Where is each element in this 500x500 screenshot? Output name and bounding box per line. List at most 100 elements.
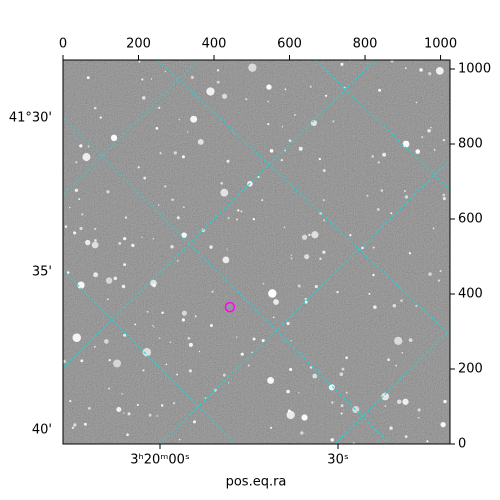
star [390, 212, 393, 215]
y-tick-label: 0 [458, 437, 466, 452]
star [439, 269, 442, 272]
star [272, 316, 275, 319]
stars [63, 60, 447, 444]
star [164, 70, 167, 73]
x-tick-label: 1000 [424, 37, 457, 52]
star [426, 440, 429, 443]
star [188, 369, 193, 373]
star [345, 391, 348, 394]
star [435, 66, 444, 75]
star [216, 69, 220, 72]
star [187, 131, 189, 133]
star [108, 358, 111, 362]
star [240, 210, 243, 213]
star [160, 404, 164, 407]
star [402, 140, 410, 148]
star [165, 363, 168, 366]
star [301, 414, 308, 421]
star [384, 405, 387, 407]
star [176, 259, 179, 262]
star [252, 217, 256, 221]
star [261, 199, 264, 202]
star [288, 139, 292, 143]
star [372, 273, 375, 277]
star [79, 144, 83, 148]
coordinate-grid [63, 60, 450, 444]
star [304, 297, 307, 301]
star [268, 289, 277, 298]
star [66, 271, 70, 274]
star [248, 63, 257, 72]
star [150, 78, 153, 80]
star [240, 352, 244, 356]
star [113, 359, 122, 368]
y-tick-label: 200 [458, 362, 483, 377]
grid-line [314, 60, 450, 191]
star [404, 195, 409, 199]
star [198, 350, 200, 353]
grid-line [63, 60, 199, 196]
star [190, 115, 198, 123]
star [181, 310, 187, 316]
star [428, 72, 432, 76]
star [146, 310, 149, 313]
star [331, 401, 334, 404]
star [419, 68, 423, 72]
star [161, 311, 164, 314]
star [372, 246, 375, 249]
star [148, 413, 152, 417]
x-tick-label: 400 [202, 37, 227, 52]
star [308, 233, 311, 237]
dec-tick-label: 40' [32, 423, 52, 438]
star [124, 216, 128, 219]
star [216, 80, 220, 84]
star [159, 152, 162, 155]
marker [224, 301, 236, 313]
grid-line [159, 159, 450, 444]
star [442, 193, 446, 197]
star [131, 243, 135, 248]
star [361, 246, 364, 250]
star [136, 403, 139, 407]
star [108, 387, 111, 390]
star [427, 128, 431, 133]
star [82, 153, 91, 162]
star [378, 88, 382, 92]
star [86, 76, 90, 80]
star [197, 138, 204, 145]
star [179, 438, 181, 441]
star [209, 245, 213, 249]
star [387, 358, 390, 362]
star [137, 166, 140, 169]
star [301, 234, 308, 240]
star [170, 245, 174, 249]
star [284, 149, 287, 152]
star [339, 372, 344, 377]
star [158, 106, 161, 109]
star [314, 284, 318, 289]
star [123, 412, 125, 414]
star [323, 219, 326, 222]
star [94, 106, 97, 110]
star [227, 382, 230, 384]
star [257, 176, 260, 179]
star [116, 406, 122, 413]
star [88, 407, 91, 410]
star [71, 426, 75, 430]
x-axis-label: pos.eq.ra [226, 475, 287, 490]
star [118, 241, 122, 245]
star [73, 231, 77, 235]
star [221, 93, 228, 99]
star [237, 209, 240, 212]
star [127, 412, 131, 416]
star [121, 393, 123, 395]
star [403, 189, 406, 192]
star [187, 337, 191, 340]
star [173, 151, 177, 155]
star [266, 84, 272, 90]
star [79, 226, 83, 231]
star [319, 257, 322, 260]
star [340, 412, 343, 415]
star [87, 145, 90, 148]
star [220, 181, 224, 185]
